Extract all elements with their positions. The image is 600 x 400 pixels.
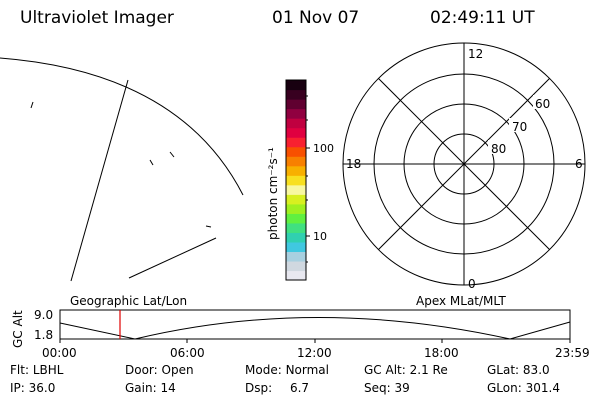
colorbar-swatch (286, 222, 306, 233)
colorbar-swatch (286, 241, 306, 253)
time-tick-0000: 00:00 (42, 346, 77, 360)
status-door-key: Door: (125, 363, 158, 377)
colorbar-swatch (286, 108, 306, 119)
colorbar-frame (285, 79, 307, 281)
colorbar-swatch (286, 156, 306, 167)
colorbar-tick-10: 10 (313, 230, 327, 243)
map-meridian-line (70, 79, 129, 282)
status-gc-alt-value: 2.1 Re (409, 363, 448, 377)
clock-label-6: 6 (575, 157, 583, 171)
map-coast-fragment (30, 101, 34, 109)
colorbar-swatch (286, 213, 306, 224)
polar-diagonal (378, 78, 550, 250)
status-glat-key: GLat: (487, 363, 520, 377)
app-title: Ultraviolet Imager (20, 8, 174, 28)
status-seq-key: Seq: (364, 381, 391, 395)
time-tick-1200: 12:00 (297, 346, 332, 360)
colorbar-swatch (286, 137, 306, 148)
status-glon-key: GLon: (487, 381, 522, 395)
status-glat-value: 83.0 (522, 363, 550, 377)
map-coast-fragment (149, 159, 154, 166)
altitude-strip (59, 309, 571, 343)
colorbar-swatch (286, 260, 306, 272)
colorbar-swatch (286, 175, 306, 186)
clock-label-0: 0 (468, 277, 476, 291)
status-ip-key: IP: (10, 381, 25, 395)
status-glat: GLat: 83.0 (487, 363, 550, 377)
status-seq: Seq: 39 (364, 381, 410, 395)
colorbar-swatch (286, 127, 306, 138)
clock-label-12: 12 (468, 47, 483, 61)
map-coast-fragment (169, 151, 175, 158)
status-mode: Mode: Normal (245, 363, 329, 377)
status-flt-value: LBHL (32, 363, 64, 377)
colorbar-unit-label: photon cm⁻²s⁻¹ (266, 147, 280, 240)
colorbar (286, 80, 306, 281)
apex-title: Apex MLat/MLT (416, 294, 506, 308)
colorbar-tick-100: 100 (313, 142, 334, 155)
status-flt-key: Flt: (10, 363, 29, 377)
status-glon-value: 301.4 (525, 381, 560, 395)
colorbar-swatch (286, 184, 306, 195)
status-gain-key: Gain: (125, 381, 157, 395)
status-ip-value: 36.0 (28, 381, 56, 395)
polar-plot (342, 42, 586, 286)
status-gain-value: 14 (160, 381, 176, 395)
colorbar-swatch (286, 203, 306, 214)
colorbar-swatch (286, 270, 306, 281)
lat-label-60: 60 (535, 97, 550, 111)
colorbar-swatch (286, 118, 306, 129)
status-gc-alt-key: GC Alt: (364, 363, 406, 377)
date-readout: 01 Nov 07 (272, 8, 360, 28)
colorbar-swatch (286, 80, 306, 91)
time-tick-1800: 18:00 (424, 346, 459, 360)
status-mode-value: Normal (285, 363, 329, 377)
altitude-curve (59, 317, 571, 340)
lat-label-70: 70 (512, 120, 527, 134)
status-dsp-key: Dsp: (245, 381, 273, 395)
altitude-strip-frame (59, 309, 571, 340)
colorbar-swatch (286, 89, 306, 100)
status-ip: IP: 36.0 (10, 381, 55, 395)
geographic-map-panel (0, 57, 244, 282)
colorbar-ticks (306, 95, 310, 263)
status-door: Door: Open (125, 363, 194, 377)
status-mode-key: Mode: (245, 363, 282, 377)
status-door-value: Open (161, 363, 194, 377)
status-dsp: Dsp: 6.7 (245, 381, 309, 395)
colorbar-swatch (286, 232, 306, 243)
altitude-axis-label: GC Alt (11, 310, 25, 348)
lat-label-80: 80 (491, 142, 506, 156)
status-glon: GLon: 301.4 (487, 381, 560, 395)
status-gc-alt: GC Alt: 2.1 Re (364, 363, 448, 377)
status-flt: Flt: LBHL (10, 363, 63, 377)
map-horizon-arc (0, 57, 244, 196)
status-seq-value: 39 (394, 381, 410, 395)
map-coast-fragment (205, 225, 212, 228)
altitude-y-tick-high: 9.0 (34, 308, 53, 322)
altitude-y-tick-low: 1.8 (34, 328, 53, 342)
colorbar-swatch (286, 146, 306, 157)
colorbar-swatch (286, 99, 306, 110)
colorbar-swatch (286, 194, 306, 205)
status-dsp-value: 6.7 (289, 381, 310, 395)
time-tick-2359: 23:59 (555, 346, 590, 360)
geographic-title: Geographic Lat/Lon (70, 294, 187, 308)
time-tick-0600: 06:00 (170, 346, 205, 360)
time-readout: 02:49:11 UT (430, 8, 535, 28)
colorbar-swatch (286, 251, 306, 262)
map-coast-line (128, 237, 217, 279)
clock-label-18: 18 (346, 157, 361, 171)
altitude-x-ticks (59, 339, 571, 343)
colorbar-swatch (286, 165, 306, 176)
status-gain: Gain: 14 (125, 381, 176, 395)
